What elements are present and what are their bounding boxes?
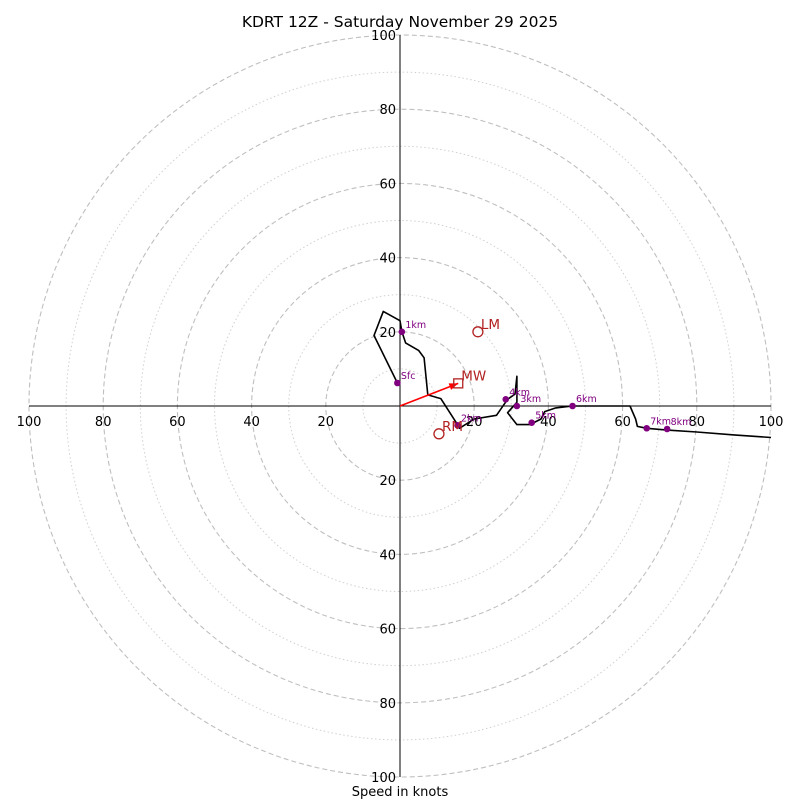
tick-top-60: 60 [379,177,396,192]
height-marker-6km [569,402,576,410]
storm-motion-label-rm: RM [442,419,463,435]
height-marker-8km [663,425,671,433]
storm-motion-label-lm: LM [481,317,500,333]
height-label-4km: 4km [509,387,530,398]
tick-left-60: 60 [169,415,186,430]
height-label-5km: 5km [535,411,556,422]
storm-motion-marker-mw [453,378,464,389]
height-marker-4km [502,396,510,403]
hodograph-trace-layer [373,310,772,439]
height-marker-sfc [394,379,401,387]
tick-top-100: 100 [371,29,396,44]
tick-bottom-40: 40 [379,548,396,563]
tick-bottom-100: 100 [371,771,396,786]
height-marker-7km [643,424,651,432]
storm-motion-label-mw: MW [461,368,486,384]
height-label-8km: 8km [671,417,692,428]
tick-right-100: 100 [759,415,784,430]
tick-bottom-20: 20 [379,474,396,489]
x-axis-label: Speed in knots [352,785,449,800]
tick-bottom-80: 80 [379,697,396,712]
storm-motion-marker-lm [472,326,484,338]
tick-left-40: 40 [243,415,260,430]
height-label-6km: 6km [576,394,597,405]
tick-left-20: 20 [318,415,335,430]
tick-right-60: 60 [614,415,631,430]
tick-right-80: 80 [689,415,706,430]
storm-motion-marker-rm [433,428,445,440]
height-marker-5km [528,419,536,426]
tick-right-40: 40 [540,415,557,430]
height-label-2km: 2km [461,413,482,424]
mean-wind-vector [399,382,459,407]
height-marker-1km [398,328,406,336]
height-label-3km: 3km [520,394,541,405]
hodograph-trace [373,310,772,439]
storm-motion-markers: LM RM MW [399,317,500,440]
tick-bottom-60: 60 [379,623,396,638]
tick-left-80: 80 [95,415,112,430]
tick-top-20: 20 [379,326,396,341]
height-label-sfc: Sfc [401,371,416,382]
height-label-7km: 7km [650,416,671,427]
chart-title: KDRT 12Z - Saturday November 29 2025 [242,13,558,31]
height-label-1km: 1km [405,320,426,331]
tick-top-40: 40 [379,252,396,267]
height-marker-3km [513,402,521,410]
height-marker-2km [454,421,461,429]
tick-top-80: 80 [379,103,396,118]
tick-left-100: 100 [17,415,42,430]
